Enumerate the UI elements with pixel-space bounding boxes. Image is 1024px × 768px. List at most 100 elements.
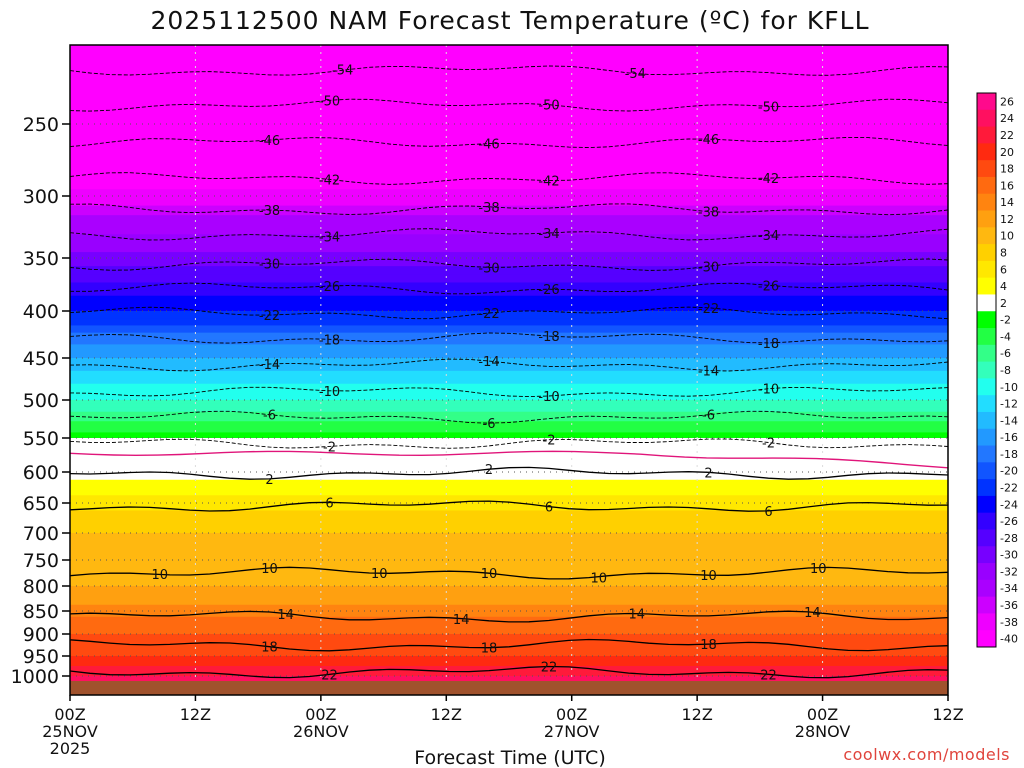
temperature-band [70, 353, 948, 359]
temperature-band [70, 407, 948, 413]
contour-lines: -54 -54 -50 -50 -50 -46 -46 -46 -42 -42 -42 -38 -38 -… [70, 63, 948, 683]
contour-line [70, 65, 948, 76]
contour-label: -2 [543, 434, 556, 449]
temperature-band [70, 395, 948, 401]
contour-label: -42 [758, 172, 779, 187]
contour-line [70, 500, 948, 512]
contour-label: -26 [538, 283, 559, 298]
temperature-band [70, 448, 948, 453]
temperature-band [70, 533, 948, 541]
temperature-band [70, 456, 948, 463]
contour-label: -10 [319, 385, 340, 400]
colorbar-label: -30 [1000, 549, 1018, 562]
temperature-band [70, 391, 948, 397]
x-tick-label: 12Z [681, 705, 712, 724]
colorbar-swatch [977, 395, 996, 413]
temperature-band [70, 252, 948, 259]
contour-label: 10 [151, 568, 168, 583]
temperature-band [70, 432, 948, 439]
colorbar-swatch [977, 277, 996, 295]
colorbar-swatch [977, 479, 996, 497]
colorbar-swatch [977, 529, 996, 547]
temperature-band [70, 205, 948, 216]
y-tick-label: 450 [23, 348, 59, 370]
temperature-band [70, 358, 948, 366]
temperature-band [70, 135, 948, 147]
credit-text: coolwx.com/models [843, 745, 1010, 764]
contour-label: 14 [629, 607, 646, 622]
chart-title: 2025112500 NAM Forecast Temperature (ºC)… [150, 6, 869, 35]
colorbar-swatch [977, 411, 996, 430]
contour-line [70, 638, 948, 652]
contour-label: 18 [261, 641, 278, 656]
colorbar-label: -12 [1000, 398, 1018, 411]
contour-line [70, 172, 948, 185]
contour-label: 2 [265, 473, 273, 488]
temperature-band [70, 495, 948, 504]
colorbar-swatch [977, 546, 996, 564]
temperature-band [70, 403, 948, 409]
temperature-band [70, 634, 948, 641]
temperature-band [70, 639, 948, 646]
colorbar-label: 24 [1000, 112, 1014, 125]
y-tick-label: 950 [23, 646, 59, 668]
x-tick-date: 26NOV [293, 722, 349, 741]
colorbar-swatch [977, 311, 996, 329]
contour-label: 10 [261, 562, 278, 577]
colorbar-label: -6 [1000, 347, 1011, 360]
temperature-band [70, 246, 948, 253]
temperature-band [70, 274, 948, 284]
contour-label: 2 [485, 463, 493, 478]
colorbar-label: 10 [1000, 230, 1014, 243]
contour-label: -54 [332, 63, 353, 78]
temperature-band [70, 290, 948, 297]
x-tick-label: 00Z [305, 705, 336, 724]
contour-line [70, 665, 948, 679]
colorbar-label: -14 [1000, 414, 1018, 427]
contour-line [70, 136, 948, 149]
contour-line [70, 98, 948, 112]
colorbar-swatch [977, 176, 996, 195]
colorbar-swatch [977, 630, 996, 648]
contour-label: 6 [764, 505, 772, 520]
temperature-band [70, 611, 948, 618]
contour-label: -38 [259, 204, 280, 219]
temperature-band [70, 586, 948, 593]
temperature-band [70, 479, 948, 489]
temperature-band [70, 311, 948, 319]
temperature-band [70, 525, 948, 534]
temperature-band [70, 364, 948, 372]
temperature-band [70, 258, 948, 267]
contour-label: -22 [259, 309, 280, 324]
temperature-band [70, 90, 948, 102]
colorbar-swatch [977, 109, 996, 128]
temperature-band [70, 553, 948, 561]
colorbar-swatch [977, 160, 996, 178]
contour-label: -50 [538, 99, 559, 114]
colorbar-label: -22 [1000, 482, 1018, 495]
temperature-band [70, 650, 948, 657]
contour-label: -26 [319, 280, 340, 295]
contour-line [70, 306, 948, 320]
temperature-band [70, 628, 948, 635]
temperature-band [70, 598, 948, 606]
temperature-band [70, 676, 948, 679]
colorbar-swatch [977, 143, 996, 161]
contour-label: -22 [698, 302, 719, 317]
contour-label: -14 [259, 358, 280, 373]
contour-label: -46 [698, 133, 719, 148]
temperature-band [70, 45, 948, 55]
temperature-band [70, 196, 948, 207]
colorbar-label: -8 [1000, 364, 1011, 377]
x-tick-year: 2025 [50, 739, 91, 758]
contour-label: -10 [538, 390, 559, 405]
contour-label: -2 [762, 437, 775, 452]
x-tick-label: 12Z [932, 705, 963, 724]
x-tick-date: 25NOV [42, 722, 98, 741]
colorbar-label: 22 [1000, 129, 1014, 142]
y-tick-label: 300 [23, 186, 59, 208]
temperature-band [70, 438, 948, 443]
temperature-band [70, 622, 948, 629]
temperature-band [70, 566, 948, 574]
